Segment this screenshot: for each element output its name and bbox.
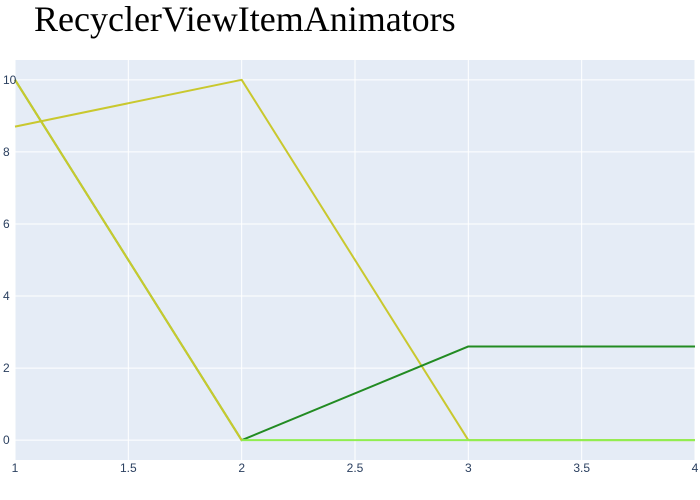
chart-title: RecyclerViewItemAnimators bbox=[34, 0, 456, 39]
y-tick-label: 8 bbox=[3, 145, 10, 159]
x-tick-label: 1 bbox=[12, 461, 19, 475]
x-tick-label: 2 bbox=[238, 461, 245, 475]
y-tick-label: 6 bbox=[3, 217, 10, 231]
y-tick-label: 10 bbox=[3, 73, 17, 87]
y-tick-labels: 0 2 4 6 8 10 bbox=[3, 73, 17, 447]
series-lines bbox=[14, 78, 695, 442]
x-tick-label: 3.5 bbox=[573, 461, 590, 475]
x-tick-label: 1.5 bbox=[120, 461, 137, 475]
series-line-4 bbox=[14, 79, 243, 441]
x-tick-label: 2.5 bbox=[347, 461, 364, 475]
y-tick-label: 4 bbox=[3, 289, 10, 303]
x-tick-label: 4 bbox=[692, 461, 699, 475]
y-tick-label: 0 bbox=[3, 433, 10, 447]
x-tick-labels: 1 1.5 2 2.5 3 3.5 4 bbox=[12, 461, 699, 475]
y-tick-label: 2 bbox=[3, 361, 10, 375]
x-tick-label: 3 bbox=[465, 461, 472, 475]
